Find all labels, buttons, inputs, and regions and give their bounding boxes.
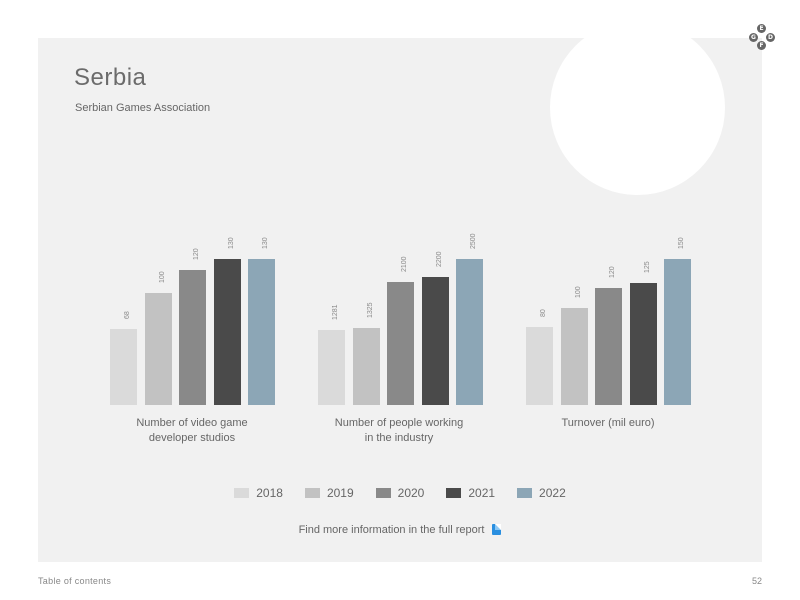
content-panel: Serbia Serbian Games Association 68 100 12… xyxy=(38,38,762,562)
data-label-text: 2200 xyxy=(435,251,443,267)
bar-3-2020 xyxy=(595,288,622,405)
legend-swatch xyxy=(375,488,391,498)
chart-caption-3: Turnover (mil euro) xyxy=(513,416,703,431)
bar-3-2022 xyxy=(664,259,691,405)
data-label-text: 1281 xyxy=(331,304,339,320)
chart-caption-line: developer studios xyxy=(148,432,236,444)
bar-2-2018 xyxy=(318,330,345,405)
data-label-text: 100 xyxy=(158,271,166,283)
bar-1-2021 xyxy=(214,259,241,405)
legend-label: 2018 xyxy=(256,486,283,500)
data-label-text: 2500 xyxy=(469,233,477,249)
bar-1-2019 xyxy=(145,293,172,405)
bar-1-2018 xyxy=(110,329,137,405)
page-subtitle: Serbian Games Association xyxy=(75,102,211,114)
data-label-text: 2100 xyxy=(400,256,408,272)
bar-1-2022 xyxy=(248,259,275,405)
table-of-contents-link[interactable]: Table of contents xyxy=(38,576,112,586)
data-label-text: 130 xyxy=(227,237,235,249)
charts-area: 68 100 120 130 130 Number of video game develo… xyxy=(38,38,762,562)
data-label-text: 68 xyxy=(123,311,131,319)
chart-caption-2: Number of people working in the industry xyxy=(304,416,494,446)
chart-caption-line: Number of people working xyxy=(334,417,464,429)
bar-3-2018 xyxy=(526,327,553,405)
chart-caption-1: Number of video game developer studios xyxy=(97,416,287,446)
logo-letter-f: F xyxy=(757,41,766,50)
bar-3-2019 xyxy=(561,308,588,405)
logo-letter-g: G xyxy=(749,33,758,42)
legend-item-2019: 2019 xyxy=(304,486,354,500)
legend-label: 2020 xyxy=(397,486,425,500)
chart-caption-line: Turnover (mil euro) xyxy=(561,417,655,429)
page-number: 52 xyxy=(751,576,762,586)
bar-2-2020 xyxy=(387,282,414,405)
full-report-link-text[interactable]: Find more information in the full report xyxy=(298,524,485,536)
legend-swatch xyxy=(517,488,533,498)
data-label-text: 100 xyxy=(574,286,582,298)
legend-swatch xyxy=(446,488,462,498)
decorative-circle xyxy=(550,38,725,195)
legend-label: 2022 xyxy=(539,486,566,500)
chart-legend: 2018 2019 2020 2021 2022 xyxy=(38,485,762,501)
full-report-link[interactable]: Find more information in the full report xyxy=(38,524,762,536)
logo-letter-d: D xyxy=(766,33,775,42)
data-label-text: 80 xyxy=(539,309,547,317)
chart-caption-line: in the industry xyxy=(364,432,434,444)
bar-2-2021 xyxy=(422,277,449,405)
data-label-text: 150 xyxy=(677,237,685,249)
data-label-text: 120 xyxy=(192,248,200,260)
page-title: Serbia xyxy=(74,64,147,91)
bar-3-2021 xyxy=(630,283,657,405)
legend-item-2021: 2021 xyxy=(446,486,495,500)
data-label-text: 120 xyxy=(608,266,616,278)
bar-2-2019 xyxy=(353,328,380,405)
legend-item-2018: 2018 xyxy=(234,486,283,500)
data-label-text: 130 xyxy=(261,237,269,249)
bar-2-2022 xyxy=(456,259,483,405)
legend-item-2020: 2020 xyxy=(375,486,425,500)
legend-item-2022: 2022 xyxy=(517,486,566,500)
legend-swatch xyxy=(304,488,320,498)
bar-1-2020 xyxy=(179,270,206,405)
chart-caption-line: Number of video game xyxy=(136,417,248,429)
legend-label: 2019 xyxy=(326,486,354,500)
logo: E G D F xyxy=(748,24,776,52)
document-icon[interactable] xyxy=(492,524,502,535)
data-label-text: 1325 xyxy=(366,302,374,318)
legend-swatch xyxy=(234,488,250,498)
legend-label: 2021 xyxy=(468,486,496,500)
data-label-text: 125 xyxy=(643,261,651,273)
logo-letter-e: E xyxy=(757,24,766,33)
